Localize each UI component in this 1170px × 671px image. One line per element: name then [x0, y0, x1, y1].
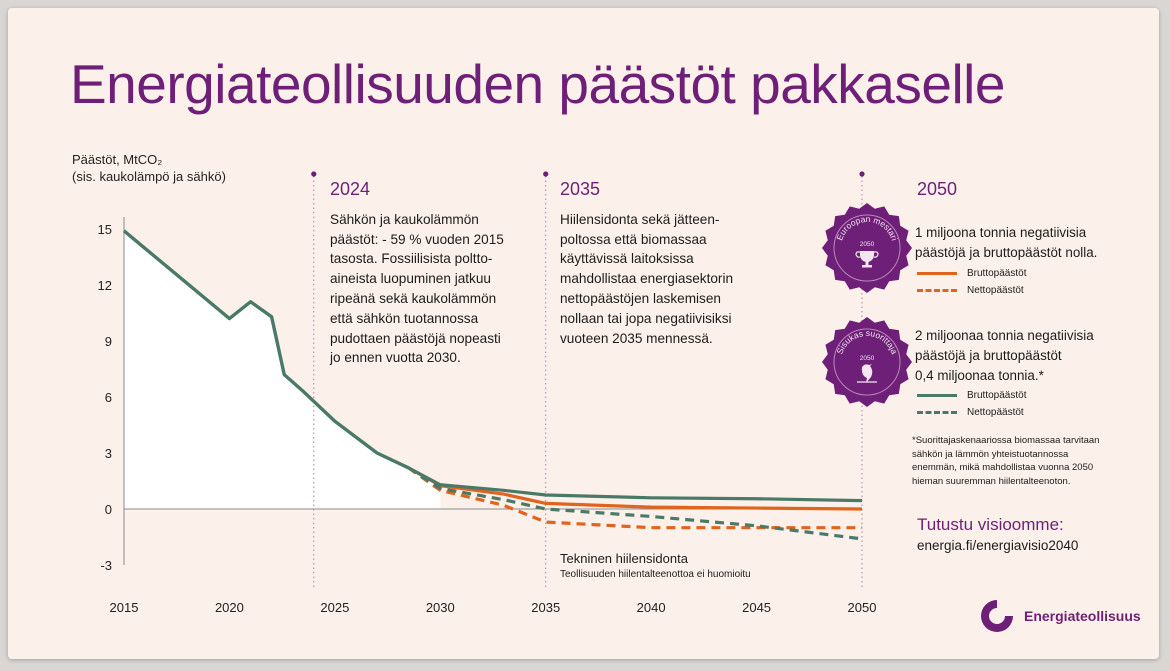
brand-logo: Energiateollisuus	[978, 598, 1141, 634]
column-text-line: mahdollistaa energiasektorin	[560, 271, 734, 287]
x-tick-label: 2015	[110, 600, 139, 615]
scenario-text-line: päästöjä ja bruttopäästöt nolla.	[915, 245, 1098, 260]
legend-label: Bruttopäästöt	[967, 268, 1027, 279]
column-2035: 2035 Hiilensidonta sekä jätteen- poltoss…	[560, 179, 734, 348]
x-tick-label: 2020	[215, 600, 244, 615]
footnote: *Suorittajaskenaariossa biomassaa tarvit…	[912, 434, 1099, 488]
column-2024: 2024 Sähkön ja kaukolämmön päästöt: - 59…	[330, 179, 504, 368]
series-line-net	[407, 466, 863, 541]
y-tick-label: 9	[105, 334, 112, 349]
historical-line	[122, 229, 410, 470]
x-tick-label: 2025	[320, 600, 349, 615]
column-text-line: nettopäästöjen laskemisen	[560, 290, 721, 306]
column-text-line: vuoteen 2035 mennessä.	[560, 330, 713, 346]
milestone-year: 2035	[560, 179, 601, 199]
scenario-text-line: 0,4 miljoonaa tonnia.*	[915, 368, 1044, 383]
legend-scenario-1: Bruttopäästöt Nettopäästöt	[917, 265, 1026, 299]
page-title: Energiateollisuuden päästöt pakkaselle	[70, 53, 1006, 115]
scenario-text-line: 1 miljoona tonnia negatiivisia	[915, 225, 1087, 240]
y-axis-label-line: (sis. kaukolämpö ja sähkö)	[72, 169, 226, 184]
column-text-line: päästöt: - 59 % vuoden 2015	[330, 231, 504, 247]
bird-icon	[857, 364, 877, 383]
milestone-year: 2050	[917, 179, 958, 199]
column-text-line: käyttävissä laitoksissa	[560, 251, 694, 267]
series-line-net	[407, 466, 862, 530]
footnote-line: sähkön ja lämmön yhteistuotannossa	[912, 448, 1069, 460]
legend-swatch-dashed	[917, 411, 957, 414]
scenario-1-text: 1 miljoona tonnia negatiivisia päästöjä …	[915, 223, 1097, 263]
legend-item: Nettopäästöt	[917, 282, 1026, 299]
column-text-line: Sähkön ja kaukolämmön	[330, 211, 479, 227]
technical-capture-subtitle: Teollisuuden hiilentalteenottoa ei huomi…	[560, 569, 751, 580]
logo-text: Energiateollisuus	[1024, 608, 1141, 624]
emissions-chart: 15 12 9 6 3 0 -3 2015 2020 2025 2030 2035 2040 2045 20…	[98, 171, 877, 615]
column-text-line: ripeänä sekä kaukolämmön	[330, 290, 497, 306]
column-text-line: aineista luopuminen jatkuu	[330, 271, 491, 287]
footnote-line: hieman suuremman hiilentalteenoton.	[912, 475, 1071, 487]
badge-scallop	[822, 317, 912, 407]
visio-link[interactable]: energia.fi/energiavisio2040	[917, 538, 1079, 553]
x-tick-label: 2050	[848, 600, 877, 615]
y-tick-label: 3	[105, 446, 112, 461]
badge-year: 2050	[860, 355, 875, 362]
milestone-dot	[859, 171, 865, 177]
column-text-line: tasosta. Fossiilisista poltto-	[330, 251, 493, 267]
legend-swatch-dashed	[917, 289, 957, 292]
badge-sisukas-suorittaja: Sisukas suorittaja 2050	[822, 317, 912, 407]
footnote-line: enemmän, mikä mahdollistaa vuonna 2050	[912, 462, 1094, 473]
scenario-text-line: 2 miljoonaa tonnia negatiivisia	[915, 328, 1094, 343]
infographic-card: Energiateollisuuden päästöt pakkaselle P…	[8, 8, 1159, 659]
legend-label: Nettopäästöt	[967, 285, 1024, 296]
visio-heading: Tutustu visioomme:	[917, 515, 1064, 534]
y-tick-label: 12	[98, 278, 112, 293]
y-tick-label: 0	[105, 502, 112, 517]
legend-swatch-solid	[917, 272, 957, 275]
legend-item: Bruttopäästöt	[917, 265, 1026, 282]
y-axis-label-line: Päästöt, MtCO₂	[72, 152, 163, 167]
column-text-line: että sähkön tuotannossa	[330, 310, 479, 326]
technical-capture-title: Tekninen hiilensidonta	[560, 551, 688, 566]
milestone-dot	[311, 171, 317, 177]
milestone-year: 2024	[330, 179, 371, 199]
x-tick-label: 2045	[742, 600, 771, 615]
legend-label: Bruttopäästöt	[967, 390, 1027, 401]
series-line-gross	[407, 466, 863, 503]
y-tick-label: 15	[98, 222, 112, 237]
y-tick-label: -3	[100, 558, 112, 573]
trophy-icon	[855, 251, 879, 268]
x-tick-label: 2030	[426, 600, 455, 615]
x-tick-label: 2040	[637, 600, 666, 615]
legend-label: Nettopäästöt	[967, 407, 1024, 418]
energiateollisuus-logo-icon	[981, 600, 1013, 632]
legend-item: Nettopäästöt	[917, 404, 1026, 421]
column-text-line: jo ennen vuotta 2030.	[330, 350, 461, 366]
column-text-line: nollaan tai jopa negatiivisiksi	[560, 310, 732, 326]
badge-scallop	[822, 203, 912, 293]
y-tick-label: 6	[105, 390, 112, 405]
column-2050: 2050	[917, 179, 958, 210]
column-text-line: pudottaen päästöjä nopeasti	[330, 330, 501, 346]
legend-swatch-solid	[917, 394, 957, 397]
badge-euroopan-mestari: Euroopan mestari 2050	[822, 203, 912, 293]
scenario-text-line: päästöjä ja bruttopäästöt	[915, 348, 1062, 363]
x-tick-label: 2035	[531, 600, 560, 615]
scenario-2-text: 2 miljoonaa tonnia negatiivisia päästöjä…	[915, 326, 1094, 386]
y-axis-label: Päästöt, MtCO₂ (sis. kaukolämpö ja sähkö…	[72, 151, 226, 185]
badge-year: 2050	[860, 241, 875, 248]
footnote-line: *Suorittajaskenaariossa biomassaa tarvit…	[912, 435, 1100, 446]
column-text-line: poltossa että biomassaa	[560, 231, 707, 247]
legend-scenario-2: Bruttopäästöt Nettopäästöt	[917, 387, 1026, 421]
legend-item: Bruttopäästöt	[917, 387, 1026, 404]
milestone-dot	[543, 171, 549, 177]
column-text-line: Hiilensidonta sekä jätteen-	[560, 211, 720, 227]
